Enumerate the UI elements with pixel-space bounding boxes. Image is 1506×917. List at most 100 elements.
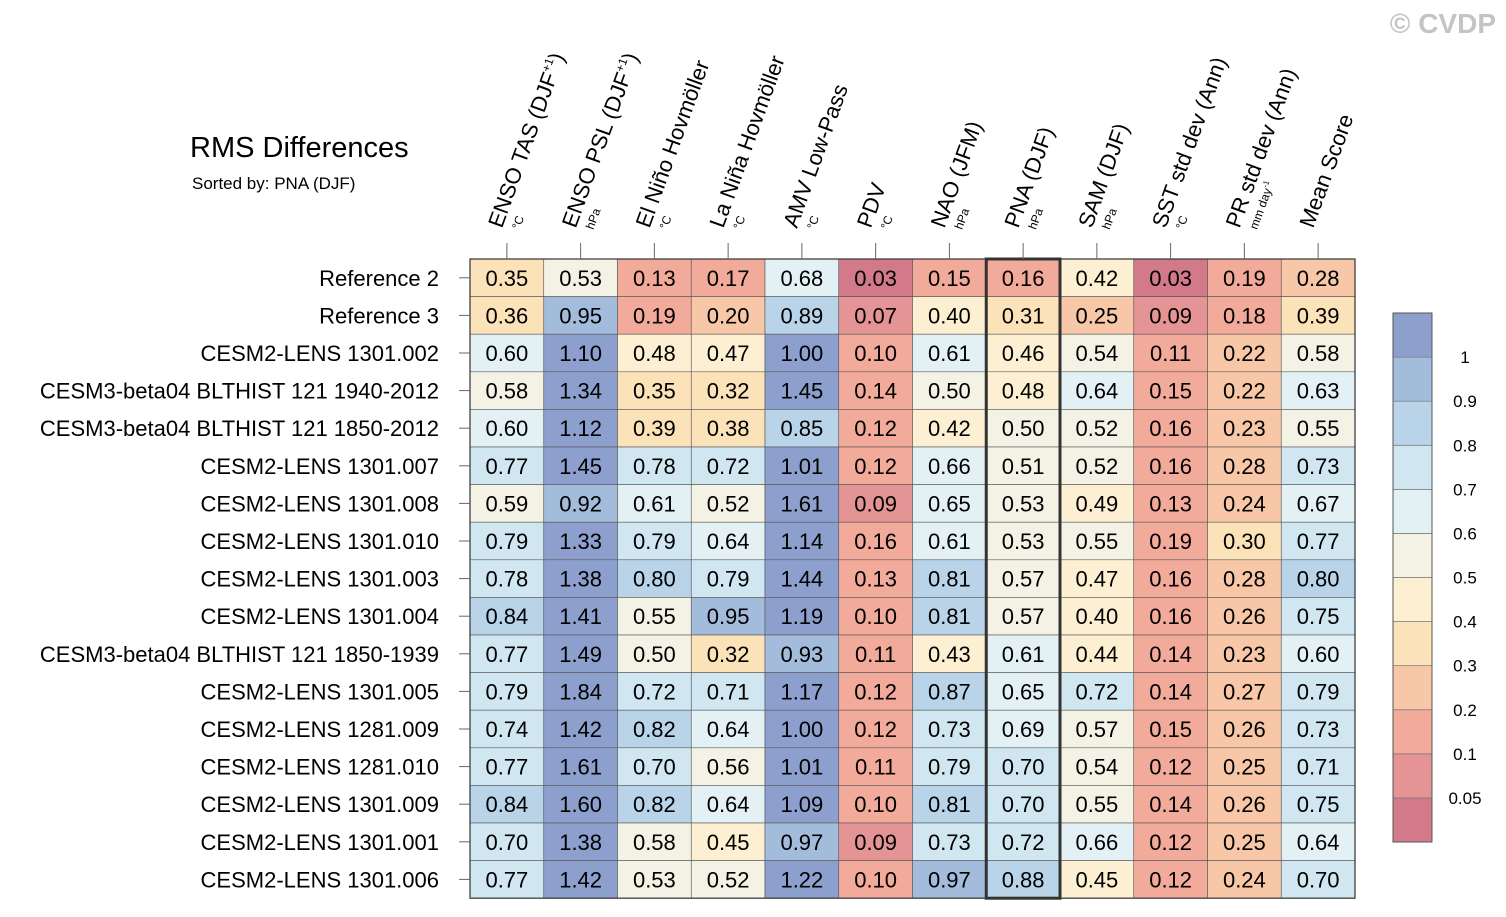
heatmap-cell (985, 521, 1061, 561)
column-label-superscript: +1 (613, 56, 631, 74)
row-label: Reference 3 (319, 303, 439, 328)
heatmap-cell (1133, 709, 1208, 749)
cell-value: 1.49 (559, 642, 602, 667)
heatmap-cell (617, 559, 692, 598)
cell-value: 0.28 (1297, 266, 1340, 291)
cell-value: 0.50 (928, 379, 971, 404)
column-label-group: NAO (JFM)hPa (926, 118, 988, 231)
heatmap-cell (912, 559, 987, 598)
cell-value: 0.19 (1223, 266, 1266, 291)
cell-value: 0.53 (633, 867, 676, 892)
cell-value: 1.60 (559, 792, 602, 817)
heatmap-cell (1133, 521, 1208, 561)
heatmap-cell (617, 822, 692, 861)
heatmap-cell (838, 785, 913, 824)
colorbar-segment (1392, 621, 1433, 667)
column-unit: °C (657, 213, 675, 231)
cell-value: 0.81 (928, 567, 971, 592)
heatmap-cell (912, 333, 987, 373)
heatmap-cell (1280, 747, 1356, 786)
column-labels: ENSO TAS (DJF+1)°C ENSO PSL (DJF+1)hPa El … (483, 49, 1358, 259)
cell-value: 1.12 (559, 416, 602, 441)
cell-value: 0.12 (1149, 830, 1192, 855)
colorbar-segment (1392, 533, 1433, 578)
column-label-text: Mean Score (1294, 111, 1358, 231)
cell-value: 0.45 (707, 830, 750, 855)
heatmap-cell (1207, 597, 1282, 636)
heatmap-cell (690, 860, 766, 899)
heatmap-cell (1280, 597, 1356, 636)
heatmap-cell (543, 258, 618, 297)
heatmap-cell (1280, 709, 1356, 749)
column-label-text: SST std dev (Ann) (1147, 54, 1232, 231)
cell-value: 0.03 (854, 266, 897, 291)
heatmap-cell (690, 258, 766, 297)
column-unit-text: °C (509, 213, 527, 231)
cell-value: 0.16 (1149, 454, 1192, 479)
heatmap-cell (912, 709, 987, 749)
heatmap-cell (543, 634, 618, 673)
cell-value: 0.64 (707, 529, 750, 554)
cell-value: 0.75 (1297, 792, 1340, 817)
cell-value: 0.26 (1223, 792, 1266, 817)
heatmap-cell (690, 484, 766, 523)
cell-value: 0.85 (780, 416, 823, 441)
heatmap-cell (690, 634, 766, 673)
cell-value: 0.12 (1149, 867, 1192, 892)
heatmap-cell (912, 296, 987, 335)
cell-value: 1.10 (559, 341, 602, 366)
cell-value: 0.14 (854, 379, 897, 404)
heatmap-cell (912, 822, 987, 861)
heatmap-cell (1059, 634, 1135, 673)
cell-value: 0.61 (928, 529, 971, 554)
heatmap-cell (838, 409, 913, 448)
cell-value: 0.15 (928, 266, 971, 291)
column-label-text: ENSO PSL (DJF (557, 69, 636, 231)
cell-value: 0.70 (1297, 867, 1340, 892)
cell-value: 0.78 (633, 454, 676, 479)
column-label: El Niño Hovmöller (631, 57, 715, 231)
heatmap-cell (912, 860, 987, 899)
colorbar-segment (1392, 400, 1433, 446)
heatmap-cell (1133, 296, 1208, 335)
cell-value: 0.72 (1075, 679, 1118, 704)
colorbar-segment (1392, 312, 1433, 358)
cell-value: 0.80 (1297, 567, 1340, 592)
cell-value: 0.09 (854, 830, 897, 855)
column-unit: °C (509, 213, 527, 231)
cell-value: 0.57 (1075, 717, 1118, 742)
cell-value: 1.41 (559, 604, 602, 629)
heatmap-cell (1207, 521, 1282, 561)
cell-value: 0.44 (1075, 642, 1118, 667)
heatmap-cell (690, 333, 766, 373)
heatmap-cell (912, 785, 987, 824)
cell-value: 0.79 (633, 529, 676, 554)
cell-value: 0.12 (1149, 755, 1192, 780)
cell-value: 0.11 (855, 755, 896, 780)
cell-value: 0.11 (1150, 341, 1191, 366)
cell-value: 1.09 (780, 792, 823, 817)
cell-value: 0.23 (1223, 642, 1266, 667)
heatmap-cell (1207, 371, 1282, 410)
cell-value: 0.60 (485, 341, 528, 366)
heatmap-cell (690, 521, 766, 561)
cell-value: 0.51 (1002, 454, 1045, 479)
cell-value: 0.24 (1223, 491, 1266, 516)
cell-value: 0.30 (1223, 529, 1266, 554)
cell-value: 0.14 (1149, 679, 1192, 704)
heatmap-cell (1207, 333, 1282, 373)
heatmap-cell (1133, 597, 1208, 636)
colorbar-segment (1392, 577, 1433, 622)
cell-value: 0.61 (928, 341, 971, 366)
column-unit: °C (804, 213, 822, 231)
cell-value: 0.64 (1075, 379, 1118, 404)
heatmap-cell (764, 484, 840, 523)
cell-value: 1.17 (780, 679, 823, 704)
cell-value: 0.61 (1002, 642, 1045, 667)
cell-value: 0.40 (1075, 604, 1118, 629)
cell-value: 0.45 (1075, 867, 1118, 892)
heatmap-cell (543, 597, 618, 636)
heatmap-cell (1133, 371, 1208, 410)
cell-value: 0.26 (1223, 717, 1266, 742)
cell-value: 0.66 (928, 454, 971, 479)
